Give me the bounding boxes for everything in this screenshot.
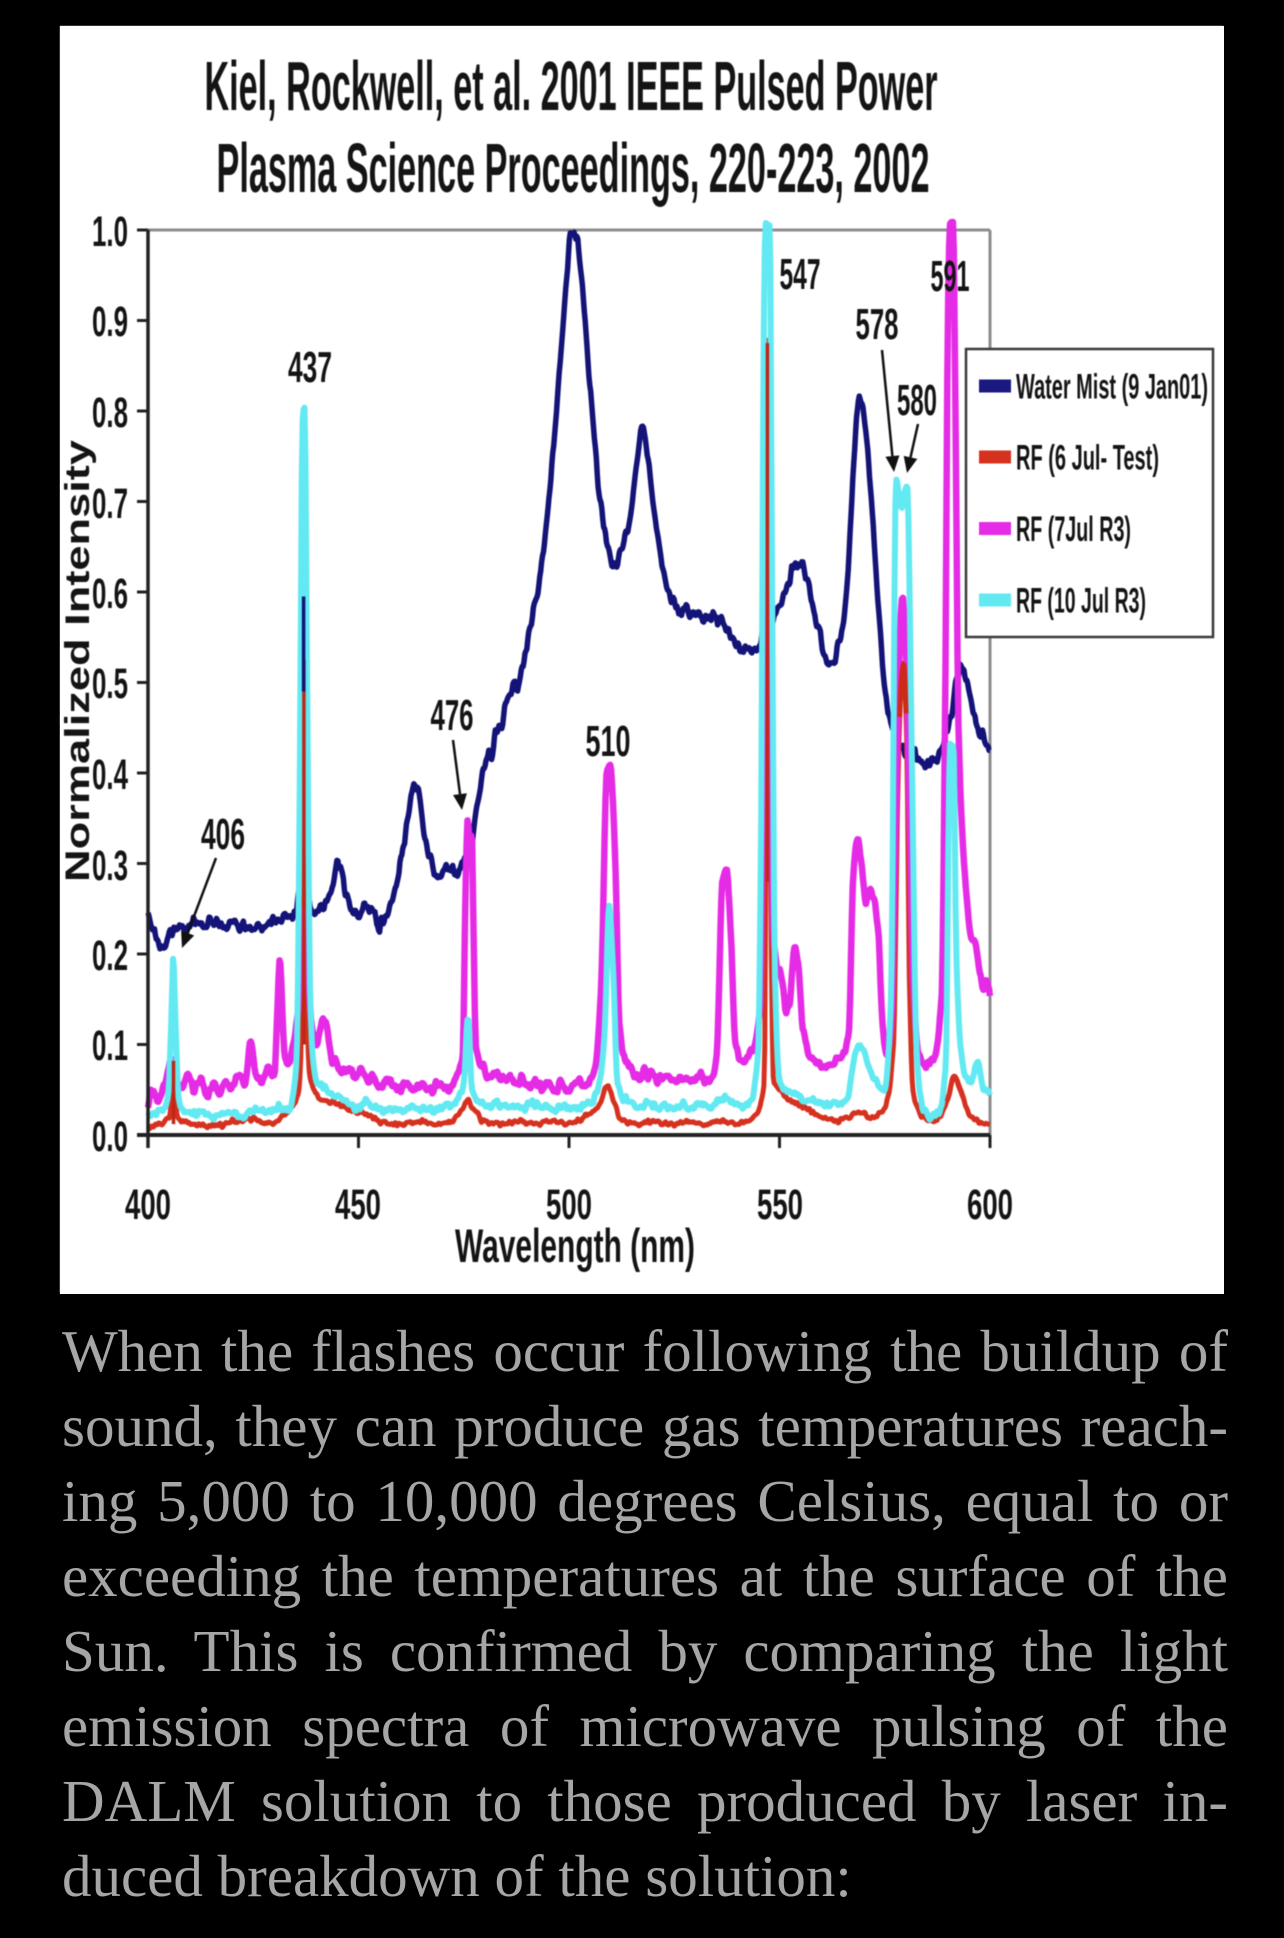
svg-text:547: 547 [780,250,821,299]
svg-text:0.7: 0.7 [92,480,128,528]
svg-text:510: 510 [586,717,631,766]
svg-text:RF (6 Jul- Test): RF (6 Jul- Test) [1016,439,1159,478]
svg-text:RF (10 Jul R3): RF (10 Jul R3) [1016,582,1146,621]
svg-text:0.3: 0.3 [92,842,128,890]
svg-text:Water Mist (9 Jan01): Water Mist (9 Jan01) [1016,368,1208,407]
svg-text:Kiel, Rockwell, et al. 2001 IE: Kiel, Rockwell, et al. 2001 IEEE Pulsed … [205,47,938,125]
svg-text:Normalized Intensity: Normalized Intensity [60,440,97,882]
svg-text:476: 476 [431,691,474,740]
svg-text:500: 500 [546,1181,592,1229]
svg-text:600: 600 [967,1181,1013,1229]
svg-text:0.9: 0.9 [92,298,128,346]
svg-text:0.6: 0.6 [92,570,128,618]
svg-text:0.0: 0.0 [92,1113,128,1161]
svg-text:0.8: 0.8 [92,389,128,437]
svg-text:Wavelength (nm): Wavelength (nm) [455,1219,695,1272]
svg-text:580: 580 [897,376,937,425]
svg-text:0.1: 0.1 [92,1022,128,1070]
svg-text:1.0: 1.0 [92,208,128,256]
svg-text:591: 591 [931,252,970,301]
svg-text:0.4: 0.4 [92,751,128,799]
svg-text:450: 450 [335,1181,381,1229]
svg-text:437: 437 [288,343,332,392]
svg-text:400: 400 [125,1181,171,1229]
svg-text:Plasma Science Proceedings, 22: Plasma Science Proceedings, 220-223, 200… [217,129,930,207]
svg-text:0.2: 0.2 [92,932,128,980]
svg-text:0.5: 0.5 [92,660,128,708]
svg-text:406: 406 [201,810,245,859]
svg-text:578: 578 [856,300,899,349]
svg-text:550: 550 [757,1181,803,1229]
svg-text:RF (7Jul R3): RF (7Jul R3) [1016,510,1131,549]
